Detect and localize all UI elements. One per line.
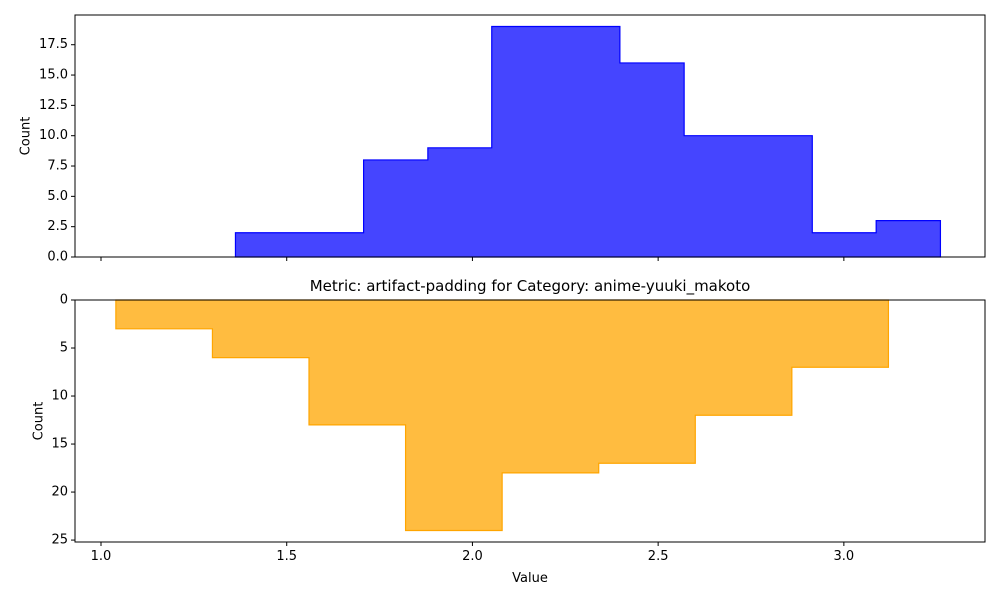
- x-tick-label: 2.0: [462, 549, 483, 564]
- y-tick-label: 10.0: [39, 128, 68, 143]
- y-tick-label: 15: [51, 437, 68, 452]
- bottom-histogram-panel: 0 5 10 15 20 25 1.0 1.5 2.0 2.5 3.0 Count Value Metri…: [32, 277, 986, 586]
- y-axis-label: Count: [19, 117, 34, 156]
- y-tick-label: 0.0: [47, 250, 68, 265]
- x-tick-label: 3.0: [834, 549, 855, 564]
- y-tick-label: 12.5: [39, 98, 68, 113]
- y-tick-label: 17.5: [39, 37, 68, 52]
- histogram-area: [115, 299, 890, 532]
- y-tick-label: 10: [51, 389, 68, 404]
- x-tick-label: 1.0: [91, 549, 112, 564]
- top-histogram-panel: 0.0 2.5 5.0 7.5 10.0 12.5 15.0 17.5 Count: [19, 14, 986, 265]
- y-tick-label: 25: [51, 533, 68, 548]
- y-tick-label: 5.0: [47, 189, 68, 204]
- chart-title: Metric: artifact-padding for Category: a…: [310, 277, 751, 296]
- y-axis-label: Count: [32, 402, 47, 441]
- y-tick-label: 2.5: [47, 219, 68, 234]
- x-tick-label: 1.5: [276, 549, 297, 564]
- histogram-area: [234, 25, 942, 258]
- y-tick-label: 15.0: [39, 68, 68, 83]
- y-tick-label: 0: [60, 293, 68, 308]
- axes-frame: [74, 299, 986, 543]
- y-tick-label: 5: [60, 341, 68, 356]
- y-tick-label: 7.5: [47, 159, 68, 174]
- y-tick-label: 20: [51, 485, 68, 500]
- x-axis-label: Value: [512, 571, 548, 586]
- x-tick-label: 2.5: [648, 549, 669, 564]
